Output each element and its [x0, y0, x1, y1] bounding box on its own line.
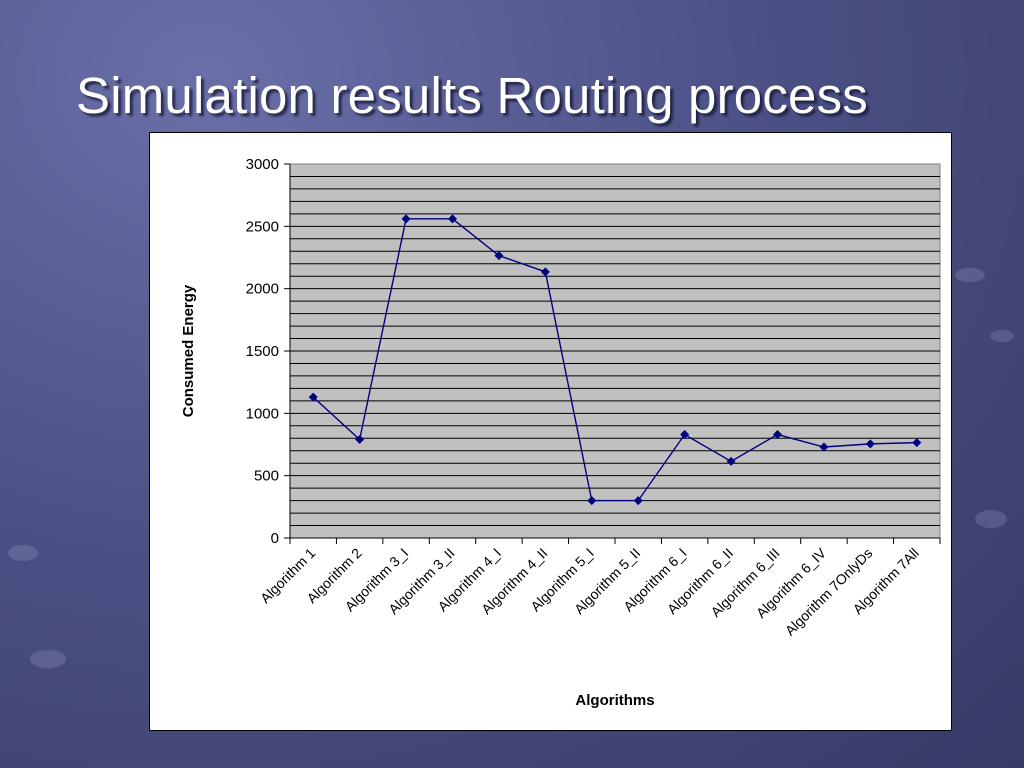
data-point	[726, 456, 736, 466]
chart-container: 0 500 1000 1500 2000 2500 3000 Algorithm 1 Algo…	[149, 132, 952, 731]
data-point	[540, 267, 550, 277]
data-point	[912, 438, 922, 448]
line-chart: 0 500 1000 1500 2000 2500 3000 Algorithm 1Algo…	[180, 156, 941, 709]
data-point	[633, 496, 643, 506]
x-axis-label: Algorithms	[575, 692, 654, 709]
background-decoration	[955, 268, 985, 282]
data-point	[865, 439, 875, 449]
data-point	[680, 430, 690, 440]
y-tick-label: 500	[254, 468, 279, 485]
data-point	[587, 496, 597, 506]
data-point	[401, 214, 411, 224]
y-tick-label: 1000	[246, 405, 279, 422]
background-decoration	[30, 650, 66, 668]
data-point	[308, 392, 318, 402]
y-tick-labels: 0 500 1000 1500 2000 2500 3000	[246, 156, 279, 547]
background-decoration	[8, 545, 38, 561]
data-point	[448, 214, 457, 224]
data-point	[819, 442, 829, 452]
y-tick-label: 2000	[246, 281, 279, 298]
data-point	[773, 430, 782, 440]
data-markers	[308, 214, 922, 506]
data-point	[355, 435, 365, 445]
slide-title: Simulation results Routing process	[76, 67, 868, 124]
x-tick-label: Algorithm 7OnlyDs	[782, 545, 876, 639]
y-tick-label: 3000	[246, 156, 279, 173]
background-decoration	[975, 510, 1007, 528]
y-tick-label: 1500	[246, 343, 279, 360]
y-axis-label: Consumed Energy	[180, 284, 197, 417]
background-decoration	[990, 330, 1014, 342]
grid-lines	[290, 175, 940, 527]
data-point	[494, 251, 504, 261]
axes	[284, 163, 941, 544]
series-line	[312, 218, 917, 502]
y-tick-label: 2500	[246, 218, 279, 235]
y-tick-label: 0	[271, 530, 279, 547]
